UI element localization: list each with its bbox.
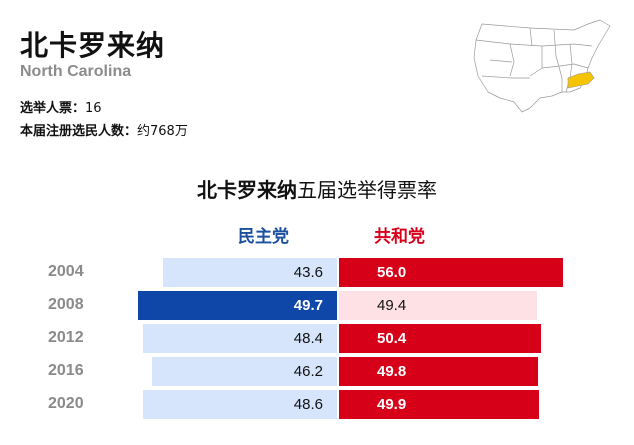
democratic-party-label: 民主党: [238, 227, 289, 247]
dem-bar: 43.6: [162, 258, 337, 287]
us-map-icon: [473, 19, 611, 113]
rep-bar: 56.0: [339, 258, 563, 287]
year-label: 2012: [48, 329, 84, 346]
electoral-votes: 选举人票：16: [20, 97, 102, 116]
electoral-votes-value: 16: [85, 101, 102, 116]
rep-bar: 49.4: [339, 291, 537, 320]
dem-bar: 48.6: [142, 390, 337, 419]
year-label: 2016: [48, 362, 84, 379]
registered-voters-value: 约768万: [137, 124, 188, 139]
year-label: 2008: [48, 296, 84, 313]
rep-bar: 49.9: [339, 390, 539, 419]
republican-party-label: 共和党: [374, 227, 425, 247]
chart-title-state: 北卡罗来纳: [197, 178, 297, 202]
page-subtitle: North Carolina: [20, 63, 132, 80]
registered-voters: 本届注册选民人数：约768万: [20, 120, 188, 139]
page-title: 北卡罗来纳: [20, 29, 166, 62]
year-label: 2004: [48, 263, 84, 280]
rep-bar: 49.8: [339, 357, 539, 386]
rep-bar: 50.4: [339, 324, 541, 353]
dem-bar: 48.4: [143, 324, 337, 353]
year-label: 2020: [48, 395, 84, 412]
north-carolina-shape: [567, 71, 595, 89]
electoral-votes-label: 选举人票：: [20, 101, 86, 116]
dem-bar: 49.7: [138, 291, 337, 320]
registered-voters-label: 本届注册选民人数：: [20, 124, 138, 139]
chart-title-rest: 五届选举得票率: [297, 178, 437, 202]
dem-bar: 46.2: [152, 357, 337, 386]
chart-title: 北卡罗来纳五届选举得票率: [0, 174, 634, 203]
